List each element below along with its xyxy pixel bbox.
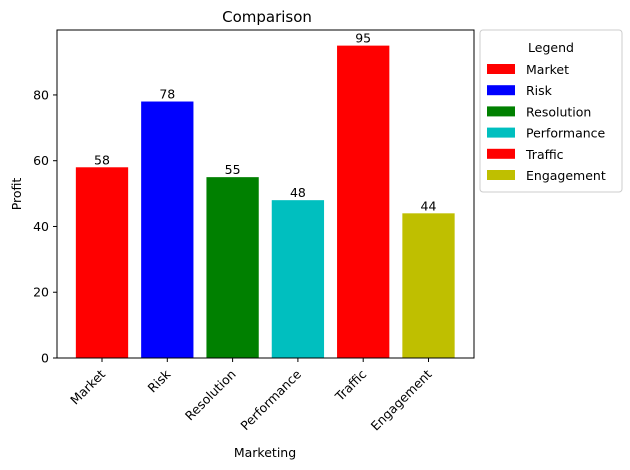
bar-risk bbox=[141, 101, 194, 358]
bar-value-label: 78 bbox=[159, 87, 175, 102]
x-tick-label: Engagement bbox=[368, 366, 435, 433]
bar-value-label: 58 bbox=[94, 152, 110, 167]
legend-entry-label: Risk bbox=[526, 83, 553, 98]
legend-entry-label: Engagement bbox=[526, 168, 606, 183]
bar-resolution bbox=[206, 177, 259, 358]
legend-swatch bbox=[487, 106, 515, 117]
x-tick-label: Risk bbox=[144, 366, 173, 395]
legend-swatch bbox=[487, 85, 515, 96]
y-axis: 0 20 40 60 80 bbox=[33, 87, 57, 366]
legend-swatch bbox=[487, 170, 515, 180]
legend-entry-label: Performance bbox=[526, 126, 606, 141]
bar-value-label: 44 bbox=[421, 198, 437, 213]
x-tick-label: Traffic bbox=[331, 366, 369, 404]
bar-value-label: 55 bbox=[225, 162, 241, 177]
y-tick-label: 60 bbox=[33, 153, 49, 168]
legend-frame bbox=[479, 29, 623, 193]
bar-value-label: 95 bbox=[355, 31, 371, 46]
bar-value-labels: 58 78 55 48 95 44 bbox=[94, 31, 436, 214]
plot-frame bbox=[56, 29, 475, 359]
y-tick-label: 80 bbox=[33, 87, 49, 102]
bars-group bbox=[75, 45, 455, 358]
bar-traffic bbox=[337, 45, 390, 358]
legend-entry-label: Resolution bbox=[526, 104, 591, 119]
x-axis-label: Marketing bbox=[234, 445, 296, 460]
y-tick-label: 0 bbox=[41, 351, 49, 366]
bar-engagement bbox=[402, 213, 455, 358]
legend-swatch bbox=[487, 64, 515, 74]
legend-swatch bbox=[487, 148, 515, 159]
legend-entry-label: Market bbox=[526, 62, 569, 77]
bar-performance bbox=[271, 200, 325, 358]
legend-entry-label: Traffic bbox=[525, 147, 564, 162]
y-axis-label: Profit bbox=[9, 178, 24, 211]
legend-swatch bbox=[487, 127, 515, 138]
y-tick-label: 40 bbox=[33, 219, 49, 234]
x-tick-label: Performance bbox=[237, 366, 304, 433]
bar-value-label: 48 bbox=[290, 185, 306, 200]
x-tick-label: Market bbox=[67, 366, 108, 407]
chart-title: Comparison bbox=[222, 8, 312, 26]
legend: Legend Market Risk Resolution Performance Tr… bbox=[479, 29, 623, 193]
x-tick-label: Resolution bbox=[182, 367, 239, 424]
legend-title: Legend bbox=[528, 40, 574, 55]
y-tick-label: 20 bbox=[33, 285, 49, 300]
bar-market bbox=[75, 167, 129, 358]
